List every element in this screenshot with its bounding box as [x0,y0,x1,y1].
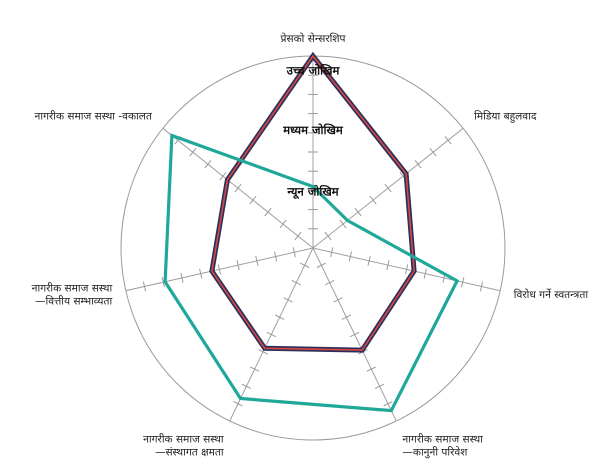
axis-tick-mark [199,268,203,279]
axis-tick-mark [249,366,260,372]
axis-tick-mark [367,255,371,266]
axis-tick-mark [299,262,310,268]
axis-tick-mark [180,272,184,283]
axis-tick-mark [204,159,212,169]
axis-tick-mark [234,183,242,193]
axis-label-6: नागरीक समाज सस्था —वित्तीय सम्भाव्यता [32,281,113,307]
axis-label-line: मिडिया बहुलवाद [474,110,537,124]
axis-tick-mark [316,262,327,268]
axis-label-line: —संस्थागत क्षमता [155,447,224,459]
axis-label-line: प्रेसको सेन्सरशिप [281,32,347,45]
axis-tick-mark [324,279,335,286]
axis-tick-mark [324,231,332,241]
axis-tick-mark [258,349,268,355]
series-2-line [163,133,460,413]
axis-tick-mark [384,183,392,193]
radar-axis-labels: प्रेसको सेन्सरशिप मिडिया बहुलवाद विरोध गर्… [32,32,589,459]
axis-tick-mark [386,260,390,271]
axis-tick-mark [233,401,243,407]
axis-tick-mark [341,314,352,320]
axis-tick-mark [444,136,452,145]
ring-label-3: उच्च जोखिम [286,63,341,77]
axis-tick-mark [283,297,293,303]
axis-tick-mark [461,277,465,288]
axis-tick-mark [264,207,272,217]
axis-label-7: नागरीक समाज सस्था -वकालत [35,110,153,123]
series-1-line [211,54,415,351]
axis-tick-mark [236,260,240,271]
axis-tick-mark [279,219,287,229]
axis-label-3: विरोध गर्ने स्वतन्त्रता [514,288,589,301]
radar-grid [120,55,506,441]
axis-tick-mark [383,401,393,407]
axis-tick-mark [414,159,422,169]
axis-tick-mark [348,251,352,262]
axis-tick-mark [339,219,347,229]
axis-label-5: नागरीक समाज सस्था —संस्थागत क्षमता [143,433,224,459]
axis-label-4: नागरीक समाज सस्था —कानुनी परिवेश [402,433,483,459]
radar-ring-labels: न्यून जोखिम मध्यम जोखिम उच्च जोखिम [282,63,344,199]
axis-tick-mark [349,331,360,338]
axis-tick-mark [369,195,377,205]
ring-label-2: मध्यम जोखिम [282,123,344,137]
axis-label-line: —कानुनी परिवेश [402,446,468,459]
axis-tick-mark [294,231,302,241]
axis-tick-mark [330,247,334,258]
axis-tick-mark [374,383,385,390]
axis-label-line: नागरीक समाज सस्था -वकालत [35,110,153,123]
axis-tick-mark [333,297,343,303]
axis-label-2: मिडिया बहुलवाद [474,110,537,124]
axis-tick-mark [255,255,259,266]
axis-label-line: नागरीक समाज सस्था [402,433,483,446]
axis-tick-mark [249,195,257,205]
axis-tick-mark [274,251,278,262]
axis-label-line: नागरीक समाज सस्था [143,433,224,446]
axis-label-line: विरोध गर्ने स्वतन्त्रता [514,288,589,301]
axis-tick-mark [189,147,197,157]
radar-series-group [163,51,460,413]
axis-tick-mark [429,147,437,157]
axis-tick-mark [142,281,147,292]
axis-tick-mark [161,277,165,288]
axis-label-line: नागरीक समाज सस्था [32,281,113,294]
axis-label-line: —वित्तीय सम्भाव्यता [35,294,112,307]
axis-label-1: प्रेसको सेन्सरशिप [281,32,347,45]
axis-tick-mark [292,247,296,258]
axis-tick-mark [423,268,427,279]
axis-tick-mark [479,281,484,292]
axis-tick-mark [217,264,221,275]
axis-tick-mark [366,366,377,372]
axis-tick-mark [219,171,227,181]
axis-tick-mark [274,314,285,320]
axis-tick-mark [266,331,277,338]
axis-tick-mark [405,264,409,275]
axis-tick-mark [241,383,252,390]
axis-tick-mark [354,207,362,217]
axis-tick-mark [291,279,302,286]
ring-label-1: न्यून जोखिम [286,184,339,199]
